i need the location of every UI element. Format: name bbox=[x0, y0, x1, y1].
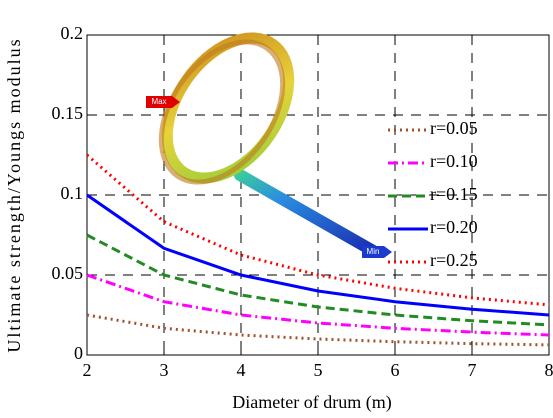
data-line bbox=[86, 313, 550, 347]
data-line bbox=[86, 193, 550, 317]
plot-area: 2 3 4 5 6 7 8 0 0.05 0.1 0.15 0.2 r=0.05 r=0.10 r=0.15… bbox=[52, 23, 553, 380]
legend-label: r=0.15 bbox=[430, 184, 478, 204]
x-tick-label: 8 bbox=[545, 360, 553, 380]
min-label: Min bbox=[367, 247, 380, 256]
y-tick-label: 0.1 bbox=[61, 183, 84, 203]
legend-label: r=0.25 bbox=[430, 250, 478, 270]
x-tick-label: 7 bbox=[468, 360, 477, 380]
x-axis-title: Diameter of drum (m) bbox=[232, 392, 391, 413]
y-tick-label: 0 bbox=[74, 343, 83, 363]
x-tick-label: 5 bbox=[314, 360, 323, 380]
data-line bbox=[86, 273, 550, 337]
legend-label: r=0.10 bbox=[430, 151, 478, 171]
y-axis-title: Ultimate strength/Youngs modulus bbox=[4, 37, 24, 352]
x-tick-label: 2 bbox=[83, 360, 92, 380]
x-tick-label: 3 bbox=[160, 360, 169, 380]
legend-label: r=0.05 bbox=[430, 118, 478, 138]
max-label: Max bbox=[151, 97, 166, 106]
legend-label: r=0.20 bbox=[430, 217, 478, 237]
y-tick-label: 0.15 bbox=[52, 103, 84, 123]
data-line bbox=[86, 153, 550, 307]
x-tick-label: 6 bbox=[391, 360, 400, 380]
y-tick-label: 0.2 bbox=[61, 23, 84, 43]
x-tick-label: 4 bbox=[237, 360, 246, 380]
legend: r=0.05 r=0.10 r=0.15 r=0.20 r=0.25 bbox=[388, 118, 478, 270]
data-line bbox=[86, 233, 550, 327]
spring-image: Max Min bbox=[146, 32, 392, 258]
y-tick-label: 0.05 bbox=[52, 263, 84, 283]
